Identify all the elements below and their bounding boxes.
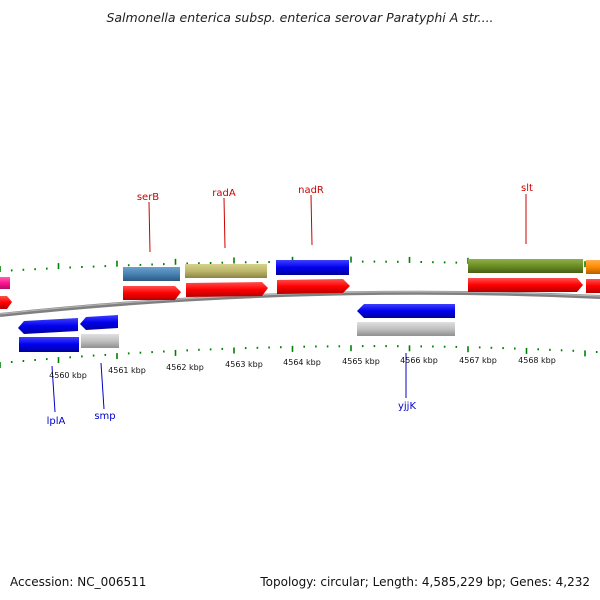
gene-label-yjjk[interactable]: yjjK: [398, 401, 416, 412]
position-label: 4560 kbp: [49, 371, 87, 380]
gene-label-slt[interactable]: slt: [521, 183, 533, 194]
position-label: 4568 kbp: [518, 356, 556, 365]
cds-arrow-left-edge[interactable]: [0, 296, 12, 309]
gene-lpla-feature[interactable]: [19, 337, 79, 352]
accession-label: Accession: NC_006511: [10, 575, 147, 589]
position-label: 4562 kbp: [166, 363, 204, 372]
gene-smp-feature[interactable]: [81, 334, 119, 348]
gene-nadr-feature[interactable]: [276, 260, 349, 275]
nadr-leader-line: [310, 194, 313, 246]
gene-label-nadr[interactable]: nadR: [298, 185, 324, 196]
position-label: 4564 kbp: [283, 358, 321, 367]
serb-leader-line: [148, 201, 151, 253]
position-labels: 4560 kbp 4561 kbp 4562 kbp 4563 kbp 4564…: [49, 356, 556, 380]
gene-slt-feature[interactable]: [468, 259, 583, 273]
gene-orange-feature[interactable]: [586, 260, 600, 274]
genome-backbone: [0, 290, 600, 317]
position-label: 4567 kbp: [459, 356, 497, 365]
cds-arrow-slt[interactable]: [468, 278, 583, 292]
genome-summary-label: Topology: circular; Length: 4,585,229 bp…: [260, 575, 590, 589]
position-label: 4561 kbp: [108, 366, 146, 375]
smp-leader-line: [100, 362, 105, 410]
gene-smp-cds-arrow[interactable]: [80, 315, 118, 330]
position-label: 4563 kbp: [225, 360, 263, 369]
gene-label-smp[interactable]: smp: [94, 411, 115, 422]
cds-arrow-rada[interactable]: [186, 282, 268, 297]
cds-arrow-right-edge[interactable]: [586, 279, 600, 293]
gene-pink-feature[interactable]: [0, 277, 10, 289]
gene-label-serb[interactable]: serB: [137, 192, 159, 203]
gene-label-rada[interactable]: radA: [212, 188, 236, 199]
gene-serb-feature[interactable]: [123, 267, 180, 281]
gene-rada-feature[interactable]: [185, 264, 267, 278]
rada-leader-line: [223, 197, 226, 249]
cds-arrow-serb[interactable]: [123, 286, 181, 300]
gene-yjjk-cds-arrow[interactable]: [357, 304, 455, 318]
map-title: Salmonella enterica subsp. enterica sero…: [106, 10, 494, 25]
gene-yjjk-feature[interactable]: [357, 322, 455, 336]
gene-label-lpla[interactable]: lplA: [47, 416, 66, 427]
position-label: 4566 kbp: [400, 356, 438, 365]
cds-arrow-nadr[interactable]: [277, 279, 350, 294]
inner-tick-ring: [0, 345, 598, 368]
lpla-leader-line: [51, 365, 56, 413]
gene-lpla-cds-arrow[interactable]: [18, 318, 78, 334]
position-label: 4565 kbp: [342, 357, 380, 366]
